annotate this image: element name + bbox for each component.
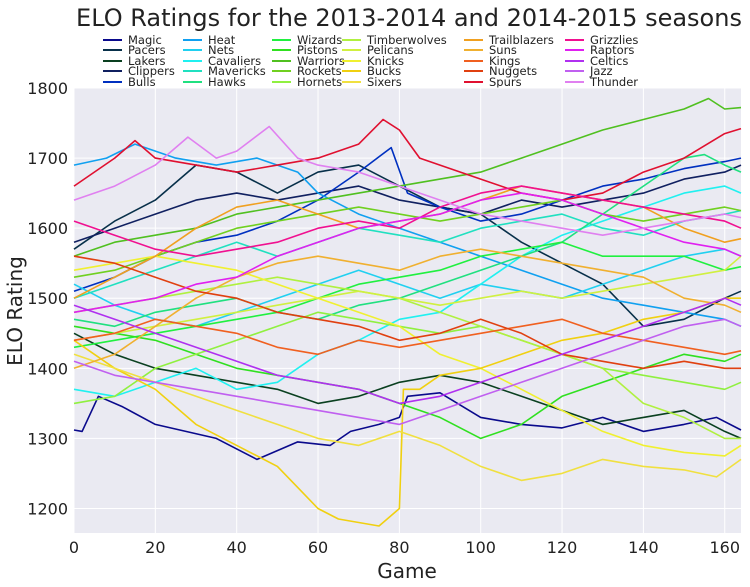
series-line-pistons xyxy=(73,325,742,440)
legend-label: Nets xyxy=(208,43,234,57)
y-tick-label: 1800 xyxy=(27,79,68,98)
legend-label: Timberwolves xyxy=(366,33,447,47)
x-tick-label: 100 xyxy=(465,538,496,557)
legend-label: Thunder xyxy=(589,75,638,89)
x-tick-label: 40 xyxy=(227,538,247,557)
x-tick-label: 20 xyxy=(145,538,165,557)
y-tick-label: 1600 xyxy=(27,219,68,238)
x-tick-label: 140 xyxy=(628,538,659,557)
legend-label: Pelicans xyxy=(367,43,414,57)
legend-label: Celtics xyxy=(590,54,628,68)
legend-label: Sixers xyxy=(367,75,402,89)
x-axis-label: Game xyxy=(377,559,437,583)
legend-label: Grizzlies xyxy=(590,33,638,47)
legend-label: Bucks xyxy=(367,64,401,78)
series-line-thunder xyxy=(73,125,742,236)
legend-label: Spurs xyxy=(489,75,522,89)
series-line-pelicans xyxy=(73,255,742,342)
legend-label: Raptors xyxy=(590,43,634,57)
series-line-pacers xyxy=(73,164,742,328)
legend-label: Warriors xyxy=(297,54,345,68)
x-axis-ticks: 0 20 40 60 80 100 120 140 160 xyxy=(69,538,740,557)
y-axis-ticks: 1200 1300 1400 1500 1600 1700 1800 xyxy=(27,79,68,518)
series-line-celtics xyxy=(73,297,742,405)
legend-label: Kings xyxy=(489,54,520,68)
y-tick-label: 1700 xyxy=(27,149,68,168)
legend-label: Suns xyxy=(489,43,517,57)
legend-label: Bulls xyxy=(128,75,156,89)
series-line-nuggets xyxy=(73,255,741,370)
series-line-bucks xyxy=(73,297,741,527)
series-line-wizards xyxy=(73,241,742,349)
series-line-hornets xyxy=(73,311,742,405)
series-line-clippers xyxy=(73,164,742,243)
legend-label: Hawks xyxy=(208,75,246,89)
legend-label: Pacers xyxy=(128,43,166,57)
legend-label: Heat xyxy=(208,33,236,47)
y-tick-label: 1500 xyxy=(27,289,68,308)
legend-label: Clippers xyxy=(128,64,175,78)
series-line-kings xyxy=(73,318,742,356)
series-line-magic xyxy=(73,392,742,461)
series-line-suns xyxy=(73,248,742,370)
series-line-cavaliers xyxy=(73,185,742,398)
series-lines xyxy=(73,97,742,527)
series-line-timberwolves xyxy=(73,276,741,440)
x-tick-label: 80 xyxy=(389,538,409,557)
plot-area xyxy=(74,88,741,533)
series-line-sixers xyxy=(73,353,742,482)
x-tick-label: 60 xyxy=(308,538,328,557)
y-tick-label: 1400 xyxy=(27,359,68,378)
legend-label: Lakers xyxy=(128,54,166,68)
legend-label: Mavericks xyxy=(208,64,266,78)
legend-label: Wizards xyxy=(297,33,342,47)
legend-label: Nuggets xyxy=(489,64,537,78)
legend-label: Knicks xyxy=(367,54,404,68)
x-tick-label: 160 xyxy=(709,538,740,557)
series-line-lakers xyxy=(73,332,742,440)
legend-label: Magic xyxy=(128,33,162,47)
legend-label: Pistons xyxy=(297,43,338,57)
legend-label: Jazz xyxy=(589,64,613,78)
legend-label: Rockets xyxy=(297,64,342,78)
y-axis-label: ELO Rating xyxy=(3,256,27,366)
series-line-knicks xyxy=(73,255,742,457)
x-tick-label: 0 xyxy=(69,538,79,557)
legend-label: Trailblazers xyxy=(488,33,554,47)
grid xyxy=(73,87,741,533)
chart-title: ELO Ratings for the 2013-2014 and 2014-2… xyxy=(76,4,742,32)
legend-label: Hornets xyxy=(297,75,342,89)
y-tick-label: 1300 xyxy=(27,429,68,448)
series-line-jazz xyxy=(73,318,742,426)
legend-label: Cavaliers xyxy=(208,54,261,68)
y-tick-label: 1200 xyxy=(27,499,68,518)
x-tick-label: 120 xyxy=(547,538,578,557)
series-line-raptors xyxy=(73,192,742,314)
series-line-mavericks xyxy=(73,209,742,299)
series-line-spurs xyxy=(73,118,742,201)
